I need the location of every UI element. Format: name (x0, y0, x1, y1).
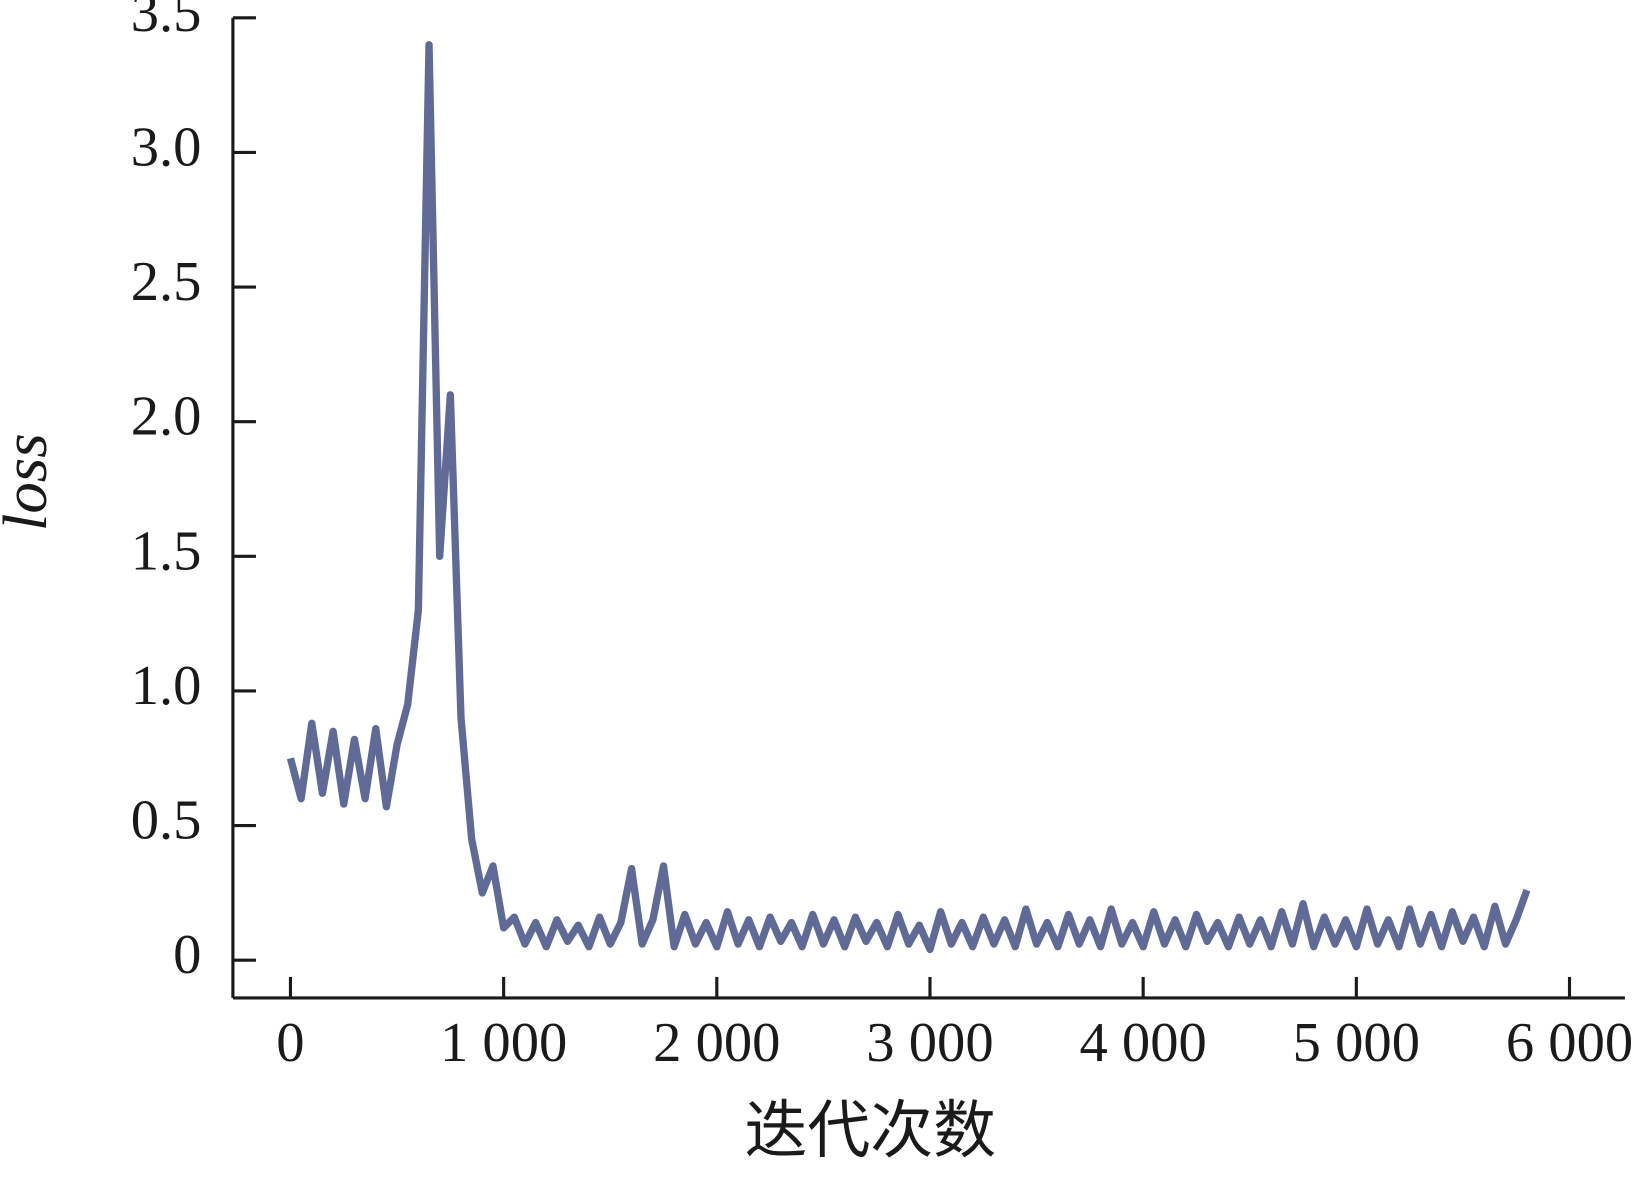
x-tick-label: 3 000 (866, 1012, 993, 1074)
y-tick-label: 2.0 (131, 386, 202, 448)
x-tick-label: 0 (276, 1012, 304, 1074)
x-tick-label: 5 000 (1293, 1012, 1420, 1074)
loss-line (286, 41, 1531, 954)
x-axis-label: 迭代次数 (744, 1096, 996, 1166)
x-tick-label: 6 000 (1506, 1012, 1633, 1074)
y-tick-label: 3.0 (131, 116, 202, 178)
x-tick-label: 1 000 (440, 1012, 567, 1074)
y-tick-label: 1.5 (131, 520, 202, 582)
x-tick-label: 2 000 (653, 1012, 780, 1074)
y-tick-label: 3.5 (131, 0, 202, 44)
x-tick-label: 4 000 (1079, 1012, 1206, 1074)
y-tick-label: 1.0 (131, 655, 202, 717)
y-tick-label: 2.5 (131, 251, 202, 313)
y-tick-label: 0 (173, 924, 201, 986)
y-tick-label: 0.5 (131, 790, 202, 852)
y-axis-label: loss (0, 433, 60, 531)
